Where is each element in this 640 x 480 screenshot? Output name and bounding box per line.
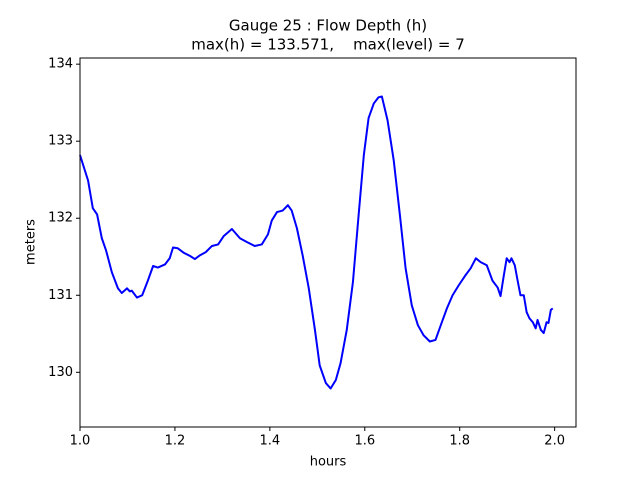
y-tick-label: 130 [48,365,73,380]
x-axis-label: hours [310,455,347,470]
y-tick-label: 134 [48,57,73,72]
x-tick-label: 1.2 [165,434,186,449]
x-tick-label: 1.0 [70,434,91,449]
x-tick-label: 1.6 [354,434,375,449]
data-line [79,95,554,390]
y-tick-label: 132 [48,211,73,226]
x-tick-label: 2.0 [544,434,565,449]
chart-title: Gauge 25 : Flow Depth (h) [229,17,427,35]
x-tick-label: 1.8 [449,434,470,449]
x-tick-label: 1.4 [260,434,281,449]
y-tick-label: 131 [48,288,73,303]
chart-subtitle: max(h) = 133.571, max(level) = 7 [191,36,465,54]
y-tick-label: 133 [48,134,73,149]
plot-frame [79,57,577,428]
y-axis-label: meters [24,219,39,265]
